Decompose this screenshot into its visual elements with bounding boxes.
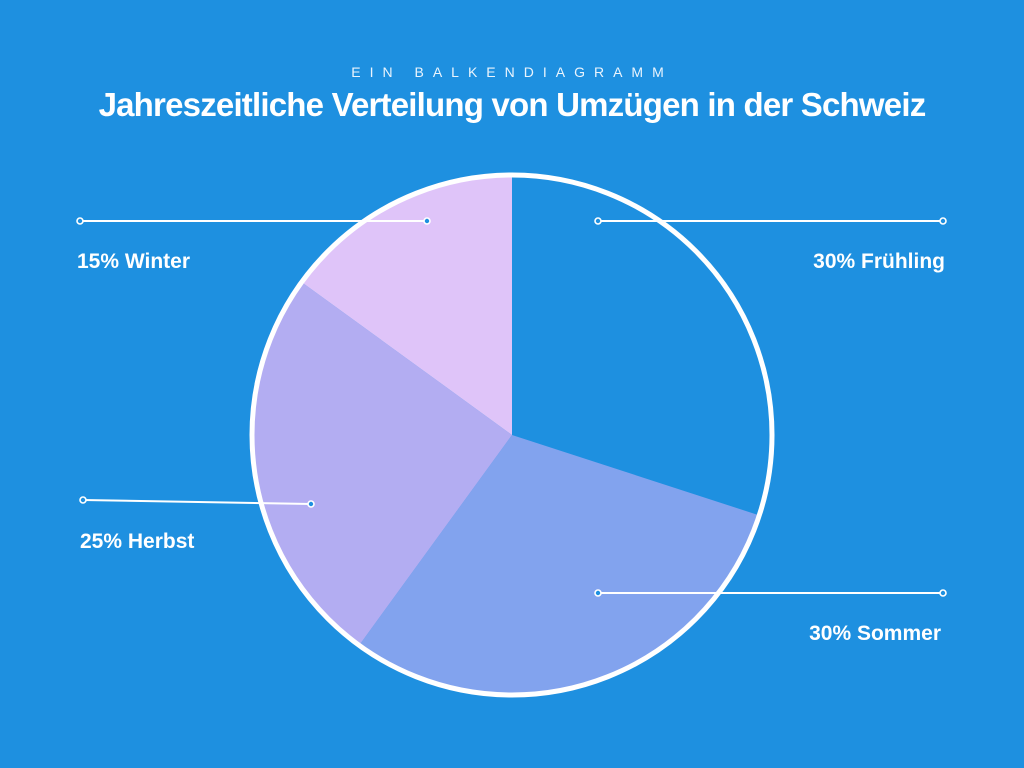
pie-slice-frühling — [512, 177, 770, 515]
pie-labels: 30% Frühling 30% Sommer 25% Herbst 15% Wint… — [76, 217, 947, 645]
slice-label-sommer: 30% Sommer — [809, 622, 941, 645]
leader-dot — [939, 217, 947, 225]
pie-slices — [254, 177, 770, 693]
leader-dot — [423, 217, 431, 225]
slice-label-herbst: 25% Herbst — [80, 530, 194, 553]
leader-dot — [594, 217, 602, 225]
leader-line — [82, 499, 312, 505]
pie-outline — [249, 172, 775, 698]
slice-label-winter: 15% Winter — [77, 250, 190, 273]
pie-slice-winter — [303, 177, 512, 435]
leader-dot — [76, 217, 84, 225]
leader-dot — [307, 500, 315, 508]
slice-label-frühling: 30% Frühling — [813, 250, 945, 273]
chart-kicker: EIN BALKENDIAGRAMM — [351, 64, 673, 80]
leader-dot — [939, 589, 947, 597]
pie-slice-herbst — [254, 283, 512, 644]
leader-dot — [79, 496, 87, 504]
pie-slice-sommer — [360, 435, 758, 693]
leader-dot — [594, 589, 602, 597]
chart-title: Jahreszeitliche Verteilung von Umzügen i… — [98, 86, 927, 123]
